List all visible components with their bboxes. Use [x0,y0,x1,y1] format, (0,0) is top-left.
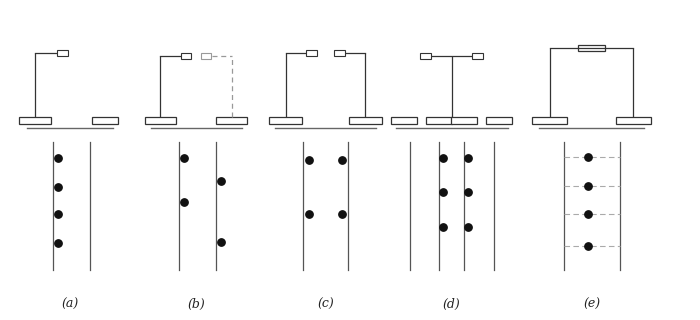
FancyBboxPatch shape [92,117,118,124]
FancyBboxPatch shape [473,53,483,59]
Point [303,157,314,163]
FancyBboxPatch shape [391,117,417,124]
Text: (d): (d) [442,298,461,310]
Point [582,183,594,188]
FancyBboxPatch shape [349,117,382,124]
Point [178,156,190,161]
FancyBboxPatch shape [420,53,431,59]
FancyBboxPatch shape [57,50,67,56]
Point [463,189,474,195]
FancyBboxPatch shape [451,117,477,124]
Point [178,199,190,204]
FancyBboxPatch shape [616,117,651,124]
FancyBboxPatch shape [145,117,176,124]
FancyBboxPatch shape [20,117,51,124]
Point [582,244,594,249]
FancyBboxPatch shape [486,117,512,124]
Point [337,212,348,217]
FancyBboxPatch shape [578,45,605,51]
Point [52,241,64,246]
Text: (c): (c) [317,298,334,310]
Point [463,225,474,230]
Text: (a): (a) [62,298,78,310]
FancyBboxPatch shape [181,53,192,59]
Point [438,156,449,161]
FancyBboxPatch shape [532,117,567,124]
Point [582,212,594,217]
FancyBboxPatch shape [307,50,317,56]
Point [52,185,64,190]
FancyBboxPatch shape [216,117,248,124]
FancyBboxPatch shape [426,117,452,124]
Point [438,189,449,195]
Point [582,154,594,159]
Point [337,157,348,163]
Point [303,212,314,217]
Text: (e): (e) [583,298,600,310]
Point [438,225,449,230]
Point [52,212,64,217]
FancyBboxPatch shape [200,53,211,59]
Point [463,156,474,161]
Point [216,178,227,183]
Point [52,156,64,161]
Text: (b): (b) [187,298,205,310]
FancyBboxPatch shape [335,50,344,56]
FancyBboxPatch shape [269,117,302,124]
Point [216,239,227,244]
